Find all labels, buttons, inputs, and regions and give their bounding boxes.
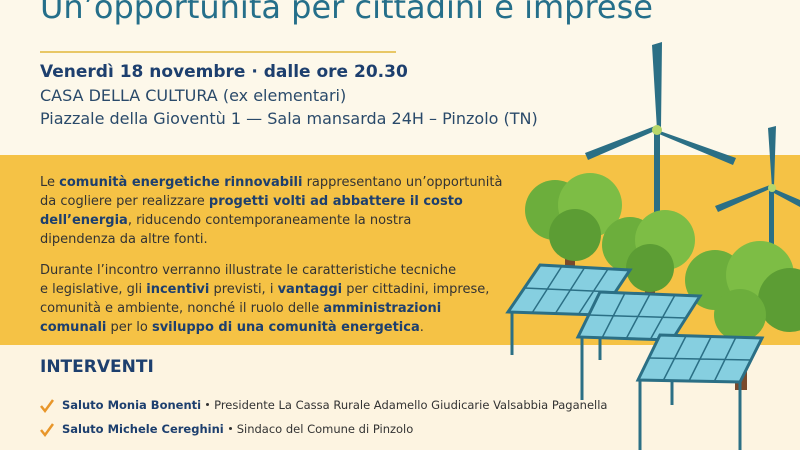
speaker-role: Sindaco del Comune di Pinzolo <box>236 422 414 436</box>
check-marks <box>40 399 55 438</box>
solar-panels <box>505 263 765 450</box>
bold-text: amministrazioni <box>323 301 442 316</box>
title: Un’opportunità per cittadini e imprese <box>40 0 653 26</box>
bold-text: sviluppo di una comunità energetica <box>151 320 420 335</box>
text: Durante l’incontro verranno illustrate l… <box>40 263 457 278</box>
text-line: comunali per lo sviluppo di una comunità… <box>40 320 424 335</box>
text: rappresentano un’opportunità <box>302 175 503 190</box>
separator <box>206 403 210 406</box>
text-line: Le comunità energetiche rinnovabili rapp… <box>40 175 502 190</box>
text-line: da cogliere per realizzare progetti volt… <box>40 194 463 209</box>
text-line: dipendenza da altre fonti. <box>40 232 208 247</box>
speaker: Saluto Monia Bonenti Presidente La Cassa … <box>62 398 607 412</box>
text: previsti, i <box>209 282 278 297</box>
text-line: e legislative, gli incentivi previsti, i… <box>40 282 489 297</box>
bold-text: comunali <box>40 320 107 335</box>
text: . <box>419 320 424 335</box>
divider <box>40 51 396 53</box>
speaker-role: Presidente La Cassa Rurale Adamello Giud… <box>214 398 608 412</box>
text: , riducendo contemporaneamente la nostra <box>127 213 412 228</box>
address: Piazzale della Gioventù 1 — Sala mansard… <box>40 109 538 128</box>
text: per lo <box>106 320 152 335</box>
date-line: Venerdì 18 novembre · dalle ore 20.30 <box>40 62 408 82</box>
section-heading: INTERVENTI <box>40 357 154 377</box>
text: comunità e ambiente, nonché il ruolo del… <box>40 301 324 316</box>
bold-text: progetti volti ad abbattere il costo <box>208 194 463 209</box>
speaker-name: Saluto Michele Cereghini <box>62 422 224 436</box>
bold-text: comunità energetiche rinnovabili <box>59 175 303 190</box>
text: dipendenza da altre fonti. <box>40 232 208 247</box>
text: per cittadini, imprese, <box>342 282 490 297</box>
text: Le <box>40 175 60 190</box>
text-line: dell’energia, riducendo contemporaneamen… <box>40 213 411 228</box>
venue: CASA DELLA CULTURA (ex elementari) <box>40 86 347 105</box>
text: e legislative, gli <box>40 282 147 297</box>
speaker-name: Saluto Monia Bonenti <box>62 398 202 412</box>
text: da cogliere per realizzare <box>40 194 209 209</box>
bold-text: incentivi <box>146 282 210 297</box>
turbine <box>585 42 800 298</box>
text-line: Durante l’incontro verranno illustrate l… <box>40 263 456 278</box>
bold-text: vantaggi <box>277 282 343 297</box>
speaker: Saluto Michele Cereghini Sindaco del Comu… <box>62 422 413 436</box>
separator <box>228 427 232 430</box>
bold-text: dell’energia <box>40 213 128 228</box>
text-line: comunità e ambiente, nonché il ruolo del… <box>40 301 441 316</box>
